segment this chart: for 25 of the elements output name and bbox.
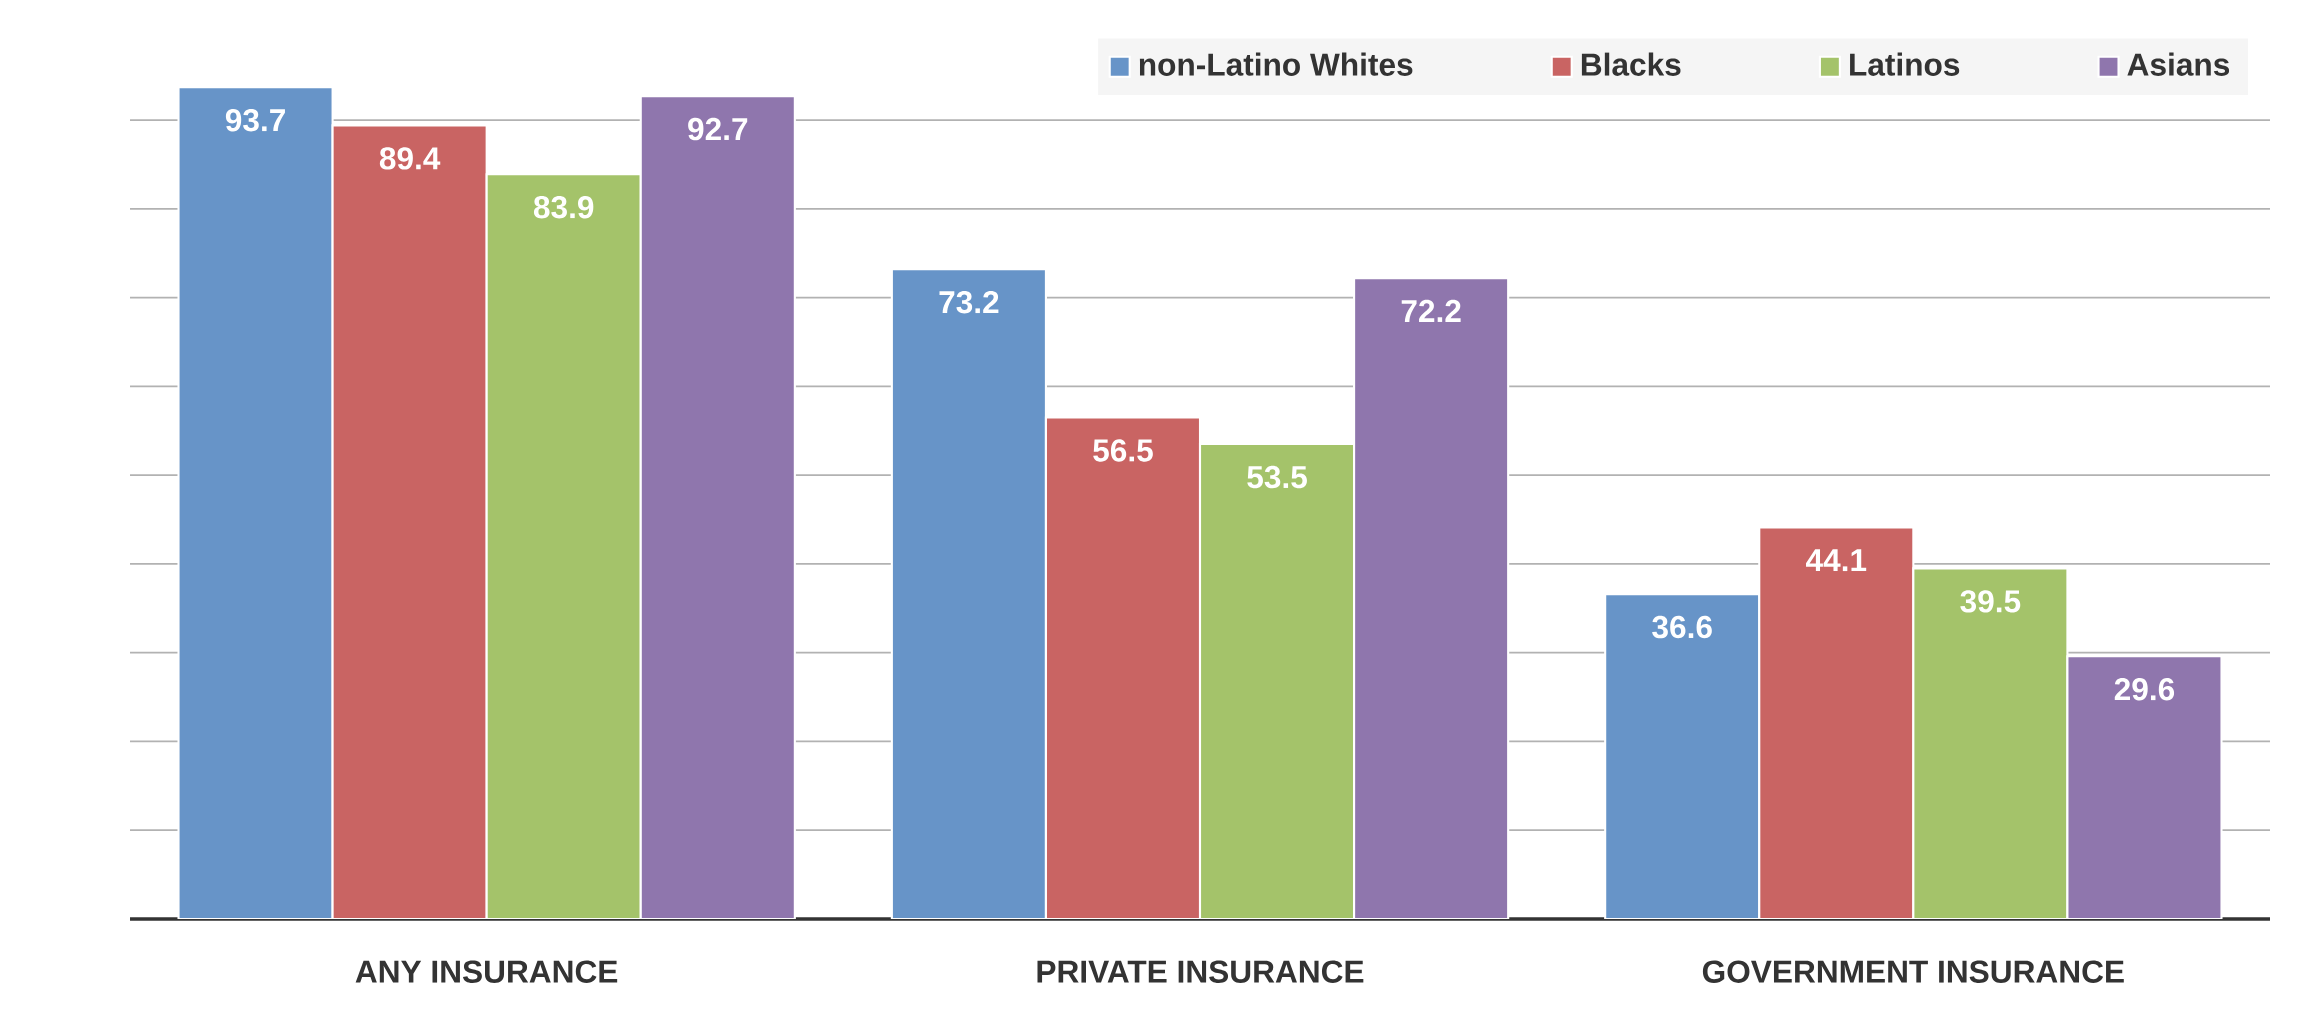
data-label: 36.6 — [1652, 615, 1712, 639]
bar — [2066, 655, 2223, 920]
bar — [1758, 526, 1915, 920]
legend-label: Latinos — [1850, 52, 1960, 76]
x-tick-label: PRIVATE INSURANCE — [1037, 960, 1364, 983]
data-label: 83.9 — [533, 195, 594, 219]
data-label: 44.1 — [1806, 549, 1867, 572]
data-label: 93.7 — [225, 108, 285, 132]
x-tick-label: ANY INSURANCE — [355, 960, 618, 983]
bar — [1044, 416, 1202, 920]
data-label: 53.5 — [1247, 465, 1307, 489]
data-label: 39.5 — [1960, 590, 2021, 613]
legend-label: Blacks — [1581, 52, 1681, 76]
bar — [639, 95, 796, 920]
data-label: 56.5 — [1093, 439, 1153, 462]
data-label: 89.4 — [379, 147, 441, 170]
data-label: 29.6 — [2114, 678, 2175, 701]
legend-label: Asians — [2127, 52, 2230, 76]
data-label: 72.2 — [1401, 299, 1461, 322]
bar — [1353, 277, 1510, 920]
x-tick-label: GOVERNMENT INSURANCE — [1702, 960, 2124, 983]
bar — [331, 124, 488, 920]
data-label: 73.2 — [939, 290, 999, 314]
data-label: 92.7 — [688, 117, 748, 141]
legend-label: non-Latino Whites — [1139, 52, 1413, 76]
